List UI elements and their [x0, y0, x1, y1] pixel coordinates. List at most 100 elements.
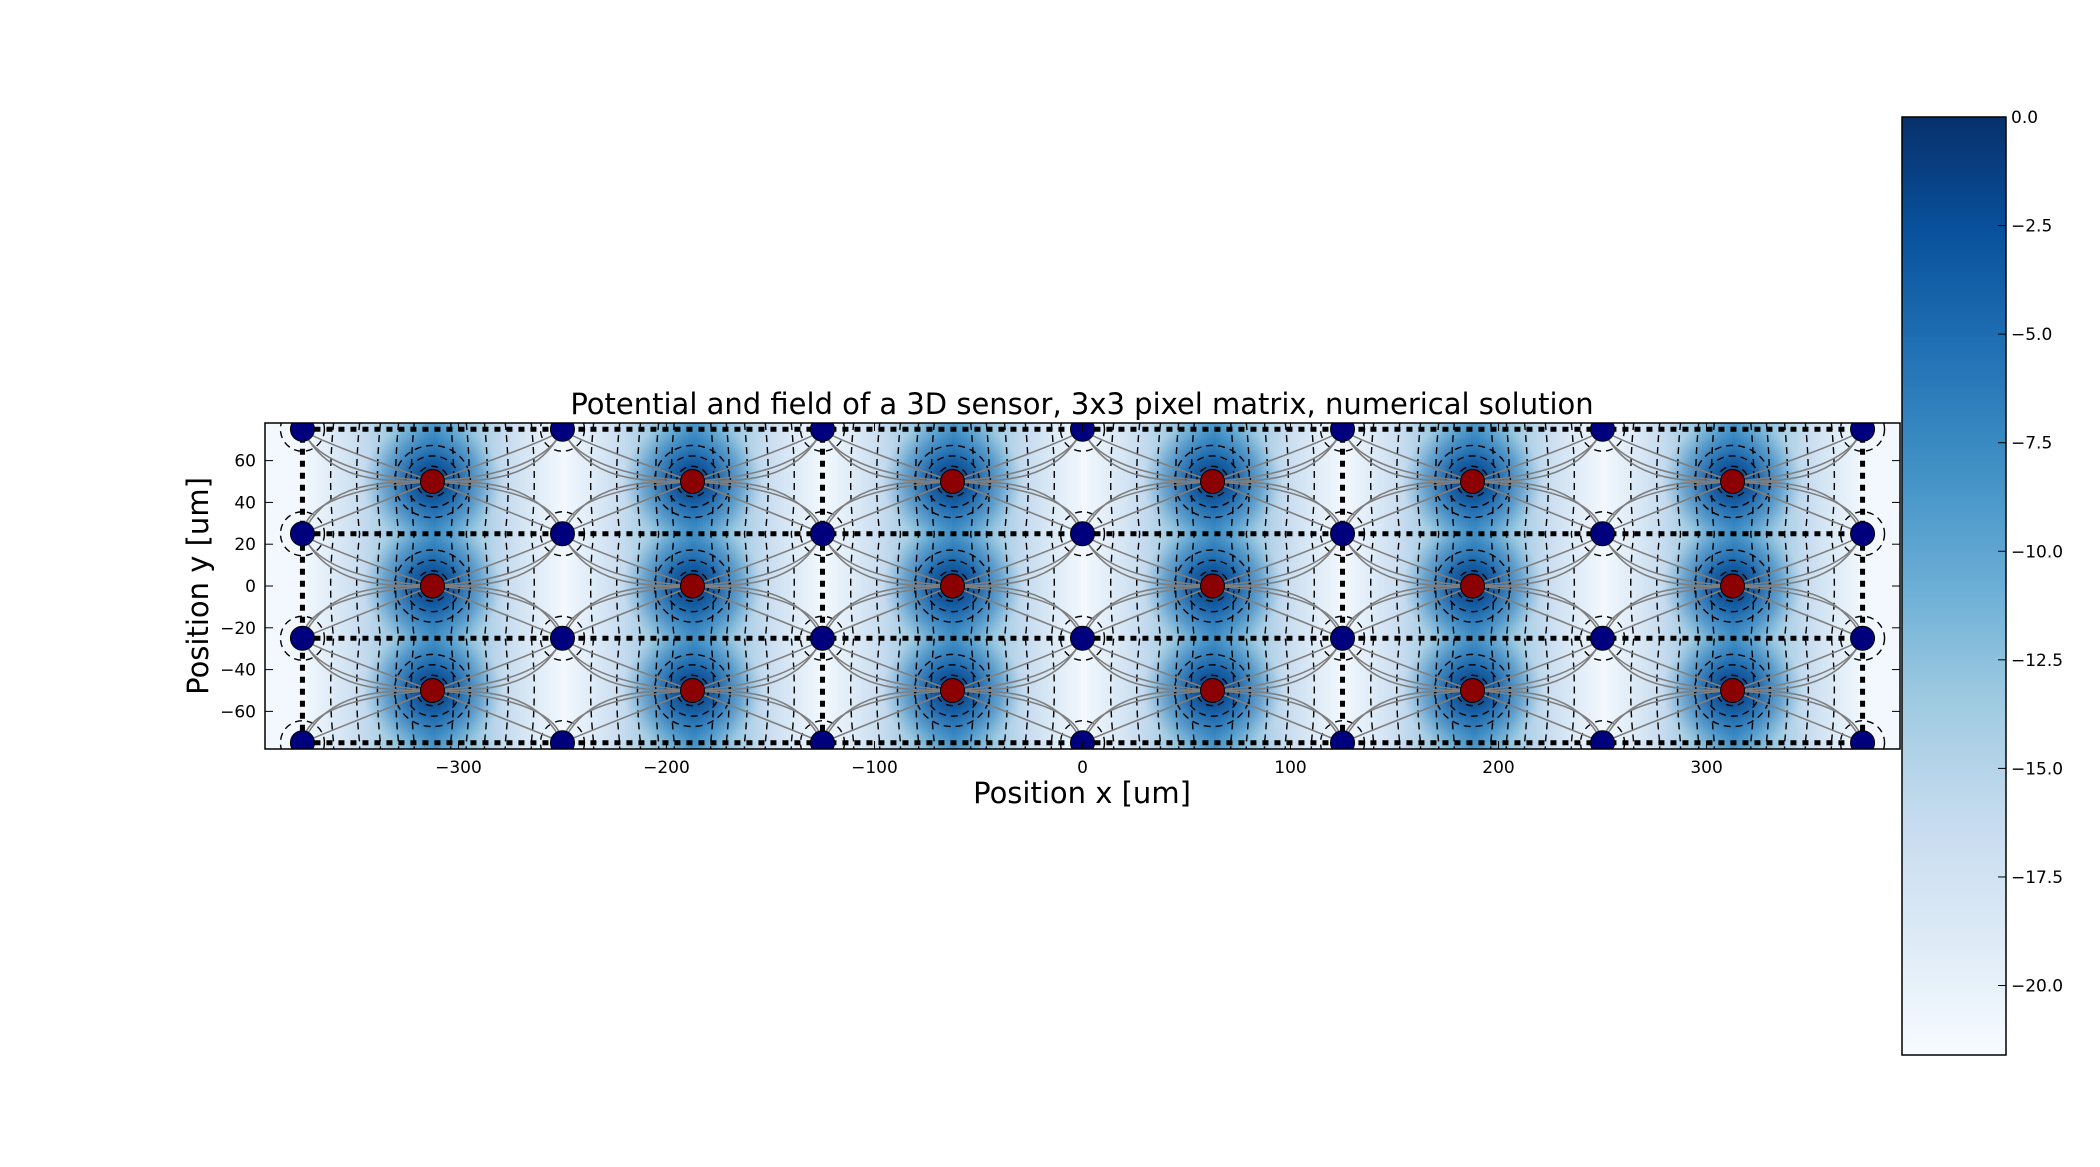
- heatmap-cell: [1801, 423, 1805, 749]
- field-line: [692, 585, 824, 639]
- heatmap-cell: [292, 423, 296, 749]
- potential-contour: [504, 423, 509, 749]
- heatmap-cell: [1303, 423, 1307, 749]
- heatmap-cell: [523, 423, 527, 749]
- bias-contour: [539, 511, 586, 557]
- heatmap-cell: [1813, 423, 1817, 749]
- heatmap-cell: [1825, 423, 1829, 749]
- x-tick-label: −200: [643, 758, 690, 778]
- heatmap-cell: [826, 423, 830, 749]
- heatmap-cell: [532, 423, 536, 749]
- heatmap-cell: [1561, 423, 1565, 749]
- readout-column: [939, 573, 965, 599]
- heatmap-cell: [1567, 423, 1571, 749]
- heatmap-cell: [283, 423, 287, 749]
- heatmap-cell: [1630, 423, 1634, 749]
- bias-contour: [1319, 511, 1366, 557]
- heatmap-cell: [1396, 423, 1400, 749]
- heatmap-cell: [1633, 423, 1637, 749]
- heatmap-cell: [319, 423, 323, 749]
- colorbar-tick-label: −15.0: [2011, 759, 2063, 779]
- potential-contour: [394, 423, 400, 749]
- potential-contour: [1710, 423, 1716, 749]
- heatmap-cell: [1054, 423, 1058, 749]
- y-tick-label: 60: [234, 452, 256, 472]
- potential-contour: [1263, 423, 1269, 749]
- field-line: [561, 689, 693, 744]
- heatmap-cell: [805, 423, 809, 749]
- bias-contour: [279, 423, 326, 452]
- bias-contour: [1839, 423, 1886, 452]
- heatmap-cell: [832, 423, 836, 749]
- heatmap-cell: [1042, 423, 1046, 749]
- heatmap-cell: [514, 423, 518, 749]
- heatmap-cell: [1330, 423, 1334, 749]
- heatmap-cell: [1075, 423, 1079, 749]
- potential-contour: [985, 423, 990, 749]
- potential-contour: [615, 423, 621, 749]
- field-line: [1601, 585, 1733, 639]
- heatmap-cell: [1855, 423, 1859, 749]
- heatmap-cell: [550, 423, 554, 749]
- heatmap-cell: [295, 423, 299, 749]
- heatmap-cell: [1111, 423, 1115, 749]
- heatmap-cell: [1831, 423, 1835, 749]
- heatmap-cell: [1543, 423, 1547, 749]
- potential-contour: [915, 423, 920, 749]
- heatmap-cell: [586, 423, 590, 749]
- heatmap-cell: [598, 423, 602, 749]
- bias-column: [549, 625, 575, 651]
- heatmap-cell: [1657, 423, 1661, 749]
- heatmap-cell: [1381, 423, 1385, 749]
- heatmap-cell: [1546, 423, 1550, 749]
- potential-contour: [1024, 423, 1029, 749]
- heatmap-cell: [1036, 423, 1040, 749]
- heatmap-cell: [1864, 423, 1868, 749]
- heatmap-cell: [289, 423, 293, 749]
- heatmap-cell: [1393, 423, 1397, 749]
- heatmap-cell: [1621, 423, 1625, 749]
- heatmap-cell: [1120, 423, 1124, 749]
- heatmap-cell: [835, 423, 839, 749]
- field-line: [432, 480, 564, 535]
- heatmap-cell: [1105, 423, 1109, 749]
- potential-contour: [1190, 423, 1196, 749]
- heatmap-cell: [1819, 423, 1823, 749]
- heatmap-cell: [1579, 423, 1583, 749]
- heatmap-cell: [544, 423, 548, 749]
- potential-contour: [1630, 423, 1635, 749]
- potential-contour: [850, 423, 855, 749]
- potential-contour: [896, 423, 902, 749]
- heatmap-cell: [1885, 423, 1889, 749]
- bias-column: [289, 625, 315, 651]
- potential-contour: [1435, 423, 1440, 749]
- heatmap-cell: [1081, 423, 1085, 749]
- heatmap-cell: [1300, 423, 1304, 749]
- potential-contour: [1416, 423, 1422, 749]
- heatmap-cell: [1837, 423, 1841, 749]
- heatmap-cell: [1123, 423, 1127, 749]
- bias-column: [1330, 730, 1356, 749]
- heatmap-cell: [1588, 423, 1592, 749]
- heatmap-cell: [1027, 423, 1031, 749]
- readout-column: [679, 677, 705, 703]
- field-line: [561, 585, 693, 639]
- chart-title: Potential and field of a 3D sensor, 3x3 …: [570, 387, 1593, 421]
- field-line: [1601, 480, 1733, 535]
- plot-area: [265, 423, 1900, 749]
- heatmap-cell: [1291, 423, 1295, 749]
- field-line: [1732, 689, 1864, 744]
- potential-contour: [969, 423, 975, 749]
- heatmap-cell: [862, 423, 866, 749]
- heatmap-cell: [310, 423, 314, 749]
- heatmap-cell: [799, 423, 803, 749]
- heatmap-cell: [340, 423, 344, 749]
- heatmap-cell: [280, 423, 284, 749]
- potential-contour: [1450, 423, 1456, 749]
- heatmap-cell: [1069, 423, 1073, 749]
- bias-column: [809, 625, 835, 651]
- heatmap-cell: [1327, 423, 1331, 749]
- heatmap-cell: [1312, 423, 1316, 749]
- heatmap-cell: [529, 423, 533, 749]
- heatmap-cell: [1858, 423, 1862, 749]
